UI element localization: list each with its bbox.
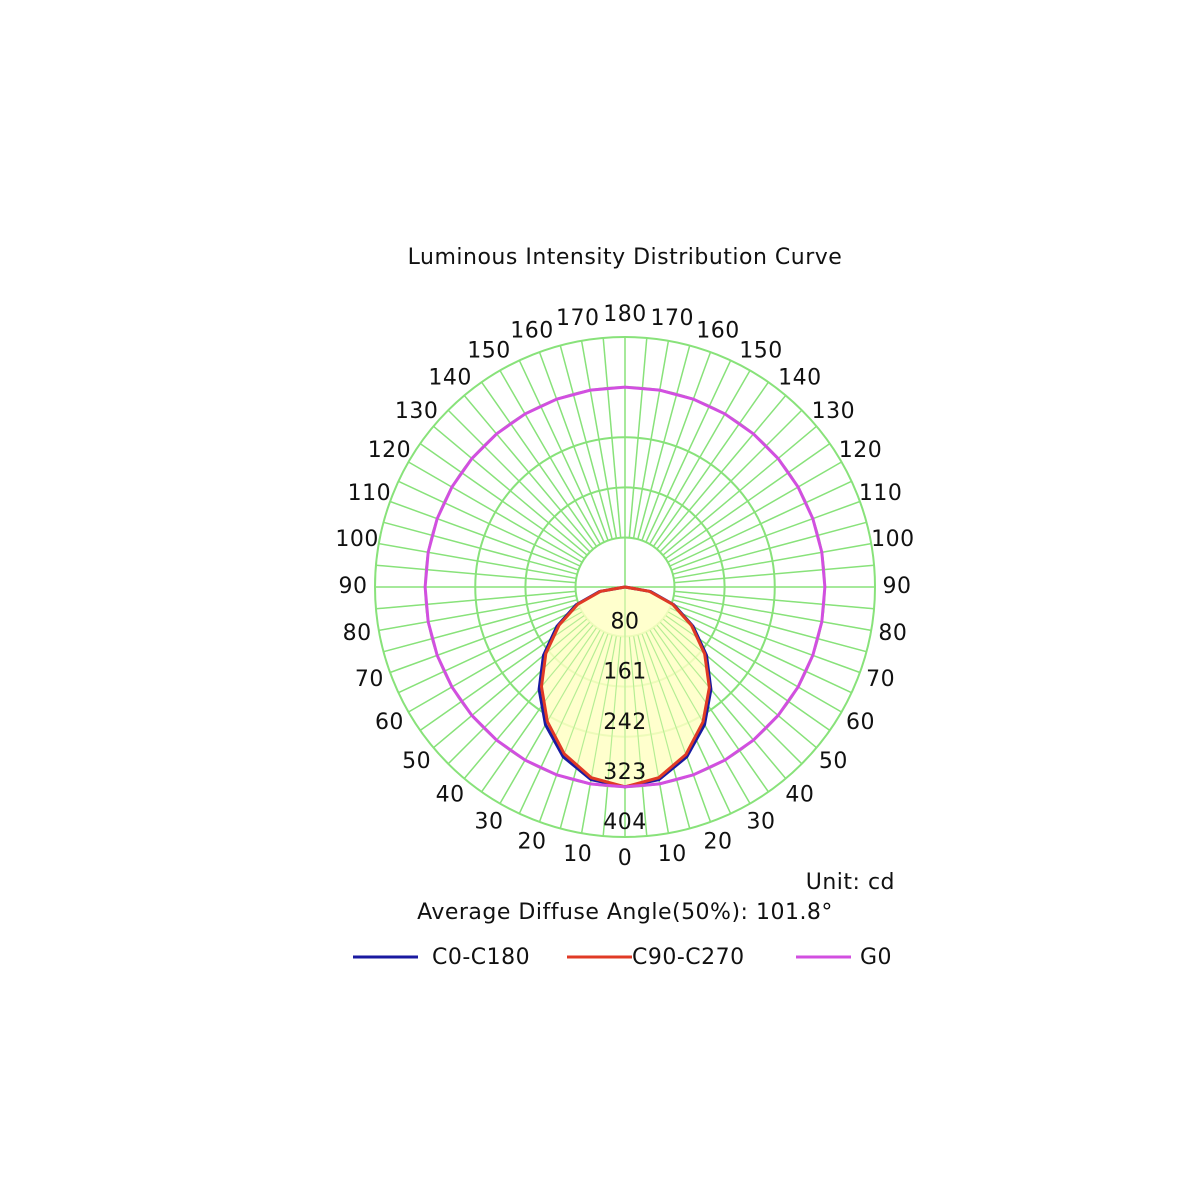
chart-title: Luminous Intensity Distribution Curve (408, 245, 843, 270)
spoke-over (665, 615, 831, 731)
angle-tick-label: 170 (556, 306, 600, 331)
spoke-over (602, 636, 622, 837)
angle-tick-label: 180 (603, 302, 647, 327)
spoke-over (656, 624, 787, 779)
spoke-over (649, 630, 751, 804)
spoke-over (539, 633, 609, 823)
spoke-over (660, 622, 803, 765)
legend-label: C90-C270 (632, 945, 745, 970)
spoke-over (668, 611, 842, 713)
radial-tick-label: 161 (603, 660, 647, 685)
legend-label: C0-C180 (432, 945, 530, 970)
spoke-over (398, 607, 580, 694)
spoke-over (653, 627, 769, 793)
spoke-over (671, 603, 861, 673)
angle-tick-label: 100 (335, 527, 379, 552)
spoke-over (641, 633, 711, 823)
angle-tick-label: 40 (436, 782, 465, 807)
spoke-over (419, 615, 585, 731)
angle-tick-label: 70 (866, 667, 895, 692)
spoke-over (447, 622, 590, 765)
angle-tick-label: 150 (467, 338, 511, 363)
angle-tick-label: 40 (785, 782, 814, 807)
radial-tick-label: 80 (611, 610, 640, 635)
spoke-over (463, 624, 594, 779)
spoke-over (673, 599, 867, 653)
angle-tick-label: 160 (510, 318, 554, 343)
spoke-over (559, 635, 613, 829)
angle-tick-label: 20 (704, 830, 733, 855)
angle-tick-label: 110 (859, 481, 903, 506)
angle-tick-label: 80 (878, 621, 907, 646)
spoke-over (408, 611, 582, 713)
angle-tick-label: 80 (343, 621, 372, 646)
angle-tick-label: 10 (658, 842, 687, 867)
angle-tick-label: 130 (812, 399, 856, 424)
angle-tick-label: 120 (368, 438, 412, 463)
spoke-over (433, 618, 588, 749)
spoke-over (481, 627, 597, 793)
spoke-over (633, 636, 669, 834)
spoke-over (389, 603, 579, 673)
angle-tick-label: 150 (739, 338, 783, 363)
angle-tick-label: 0 (618, 846, 633, 871)
angle-tick-label: 70 (355, 667, 384, 692)
spoke-over (383, 599, 577, 653)
spoke-over (499, 630, 601, 804)
series-curve (423, 385, 827, 789)
spoke-over (628, 636, 648, 837)
angle-tick-label: 140 (428, 366, 472, 391)
spoke-over (670, 607, 852, 694)
spoke-over (375, 590, 576, 610)
angle-tick-label: 100 (871, 527, 915, 552)
angle-tick-label: 30 (747, 810, 776, 835)
spoke-over (662, 618, 817, 749)
angle-tick-label: 140 (778, 366, 822, 391)
legend-label: G0 (860, 945, 892, 970)
angle-tick-label: 60 (375, 710, 404, 735)
spoke-over (645, 632, 732, 814)
angle-tick-label: 10 (563, 842, 592, 867)
spoke-over (637, 635, 691, 829)
spoke-over (674, 595, 872, 631)
angle-tick-label: 30 (475, 810, 504, 835)
radial-tick-label: 323 (603, 760, 647, 785)
unit-label: Unit: cd (806, 870, 895, 895)
spoke-over (581, 636, 617, 834)
angle-tick-label: 90 (339, 574, 368, 599)
angle-tick-label: 50 (402, 749, 431, 774)
annotation: Average Diffuse Angle(50%): 101.8° (417, 900, 833, 925)
angle-tick-label: 20 (517, 830, 546, 855)
radial-tick-label: 404 (603, 810, 647, 835)
spoke-over (674, 590, 875, 610)
angle-tick-label: 160 (696, 318, 740, 343)
angle-tick-label: 130 (395, 399, 439, 424)
radial-tick-label: 242 (603, 710, 647, 735)
angle-tick-label: 120 (839, 438, 883, 463)
spoke-over (518, 632, 605, 814)
angle-tick-label: 50 (819, 749, 848, 774)
angle-tick-label: 90 (883, 574, 912, 599)
spoke-over (378, 595, 576, 631)
angle-tick-label: 110 (348, 481, 392, 506)
angle-tick-label: 170 (650, 306, 694, 331)
angle-tick-label: 60 (846, 710, 875, 735)
